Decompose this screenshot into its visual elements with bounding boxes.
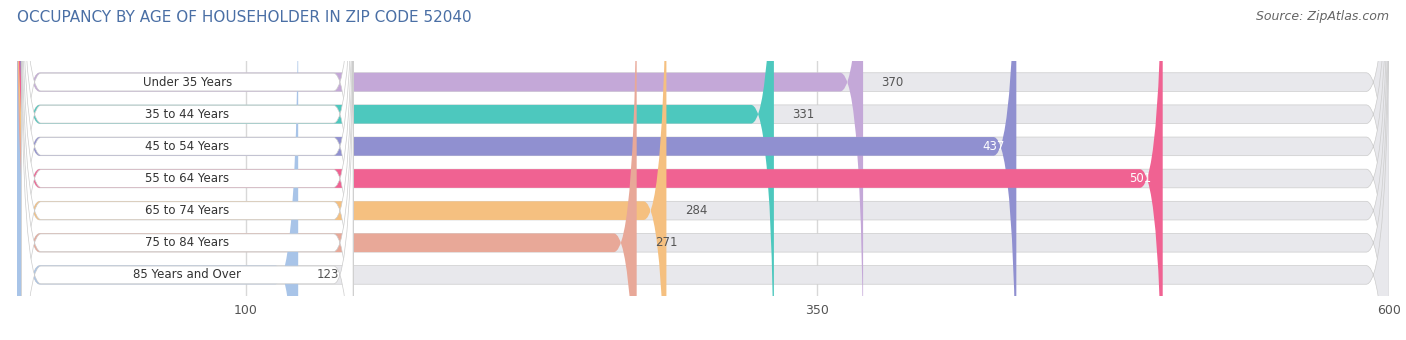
FancyBboxPatch shape	[17, 0, 1163, 340]
FancyBboxPatch shape	[17, 0, 1389, 340]
Text: 35 to 44 Years: 35 to 44 Years	[145, 108, 229, 121]
FancyBboxPatch shape	[17, 0, 1389, 340]
FancyBboxPatch shape	[17, 0, 863, 340]
FancyBboxPatch shape	[21, 11, 353, 340]
FancyBboxPatch shape	[21, 0, 353, 340]
FancyBboxPatch shape	[17, 0, 1389, 340]
Text: 437: 437	[983, 140, 1005, 153]
Text: 284: 284	[685, 204, 707, 217]
Text: Under 35 Years: Under 35 Years	[142, 75, 232, 89]
FancyBboxPatch shape	[17, 0, 1389, 340]
Text: Source: ZipAtlas.com: Source: ZipAtlas.com	[1256, 10, 1389, 23]
FancyBboxPatch shape	[17, 0, 1389, 340]
Text: 331: 331	[792, 108, 814, 121]
Text: 501: 501	[1129, 172, 1152, 185]
Text: 123: 123	[316, 268, 339, 282]
Text: 75 to 84 Years: 75 to 84 Years	[145, 236, 229, 249]
FancyBboxPatch shape	[17, 0, 298, 340]
FancyBboxPatch shape	[21, 0, 353, 340]
Text: OCCUPANCY BY AGE OF HOUSEHOLDER IN ZIP CODE 52040: OCCUPANCY BY AGE OF HOUSEHOLDER IN ZIP C…	[17, 10, 471, 25]
FancyBboxPatch shape	[21, 0, 353, 340]
FancyBboxPatch shape	[17, 0, 773, 340]
FancyBboxPatch shape	[17, 0, 637, 340]
FancyBboxPatch shape	[21, 0, 353, 340]
Text: 370: 370	[882, 75, 904, 89]
FancyBboxPatch shape	[17, 0, 1017, 340]
FancyBboxPatch shape	[17, 0, 666, 340]
FancyBboxPatch shape	[21, 0, 353, 340]
FancyBboxPatch shape	[17, 0, 1389, 340]
Text: 55 to 64 Years: 55 to 64 Years	[145, 172, 229, 185]
Text: 45 to 54 Years: 45 to 54 Years	[145, 140, 229, 153]
FancyBboxPatch shape	[21, 0, 353, 340]
FancyBboxPatch shape	[17, 0, 1389, 340]
Text: 65 to 74 Years: 65 to 74 Years	[145, 204, 229, 217]
Text: 85 Years and Over: 85 Years and Over	[134, 268, 242, 282]
Text: 271: 271	[655, 236, 678, 249]
